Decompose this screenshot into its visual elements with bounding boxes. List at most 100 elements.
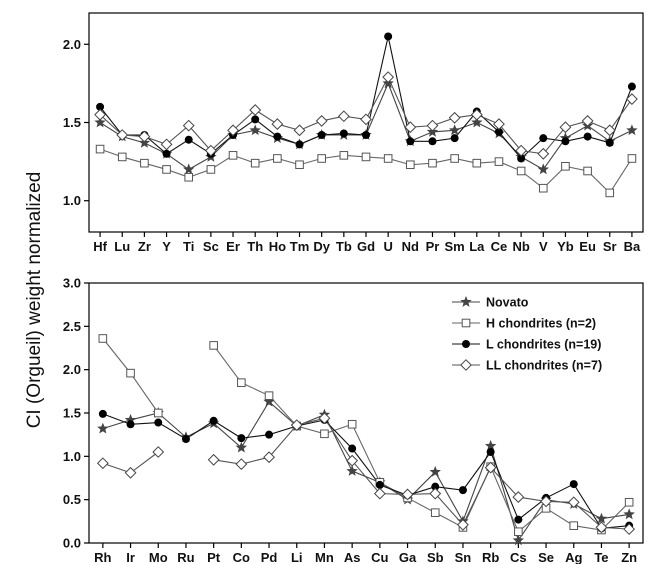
bottom-point-diamond [623, 523, 636, 536]
bottom-point-circle [569, 480, 578, 489]
bottom-y-tick-label: 1.5 [63, 406, 81, 421]
top-point-diamond [138, 130, 151, 143]
top-point-square [406, 160, 415, 170]
bottom-x-tick-label: Sn [455, 550, 472, 564]
top-point-square [317, 154, 326, 163]
top-point-square [583, 166, 592, 176]
legend-label: LL chondrites (n=7) [486, 359, 602, 373]
top-point-circle [494, 127, 503, 136]
top-point-diamond [581, 115, 594, 127]
legend: Novato H chondrites (n=2) L chondrites (n=… [452, 296, 602, 373]
top-point-diamond [160, 138, 173, 151]
top-point-circle [583, 132, 592, 141]
top-point-diamond [293, 124, 306, 137]
bottom-x-tick-label: Mn [315, 550, 334, 564]
top-x-tick-label: Y [162, 239, 171, 254]
top-point-star [448, 124, 461, 136]
top-point-square [605, 188, 615, 198]
top-x-tick-label: Er [226, 239, 240, 254]
top-point-diamond [603, 124, 616, 137]
bottom-x-tick-label: Ru [177, 550, 194, 564]
bottom-point-diamond [207, 453, 220, 466]
top-point-diamond [227, 124, 239, 137]
top-x-tick-label: Pr [426, 239, 440, 254]
top-point-diamond [559, 121, 572, 134]
top-point-diamond [515, 144, 528, 157]
legend-marker-circle [462, 340, 470, 348]
top-point-diamond [182, 119, 195, 132]
top-point-star [471, 116, 483, 128]
bottom-x-tick-label: Sb [427, 550, 444, 564]
top-x-tick-label: Sc [203, 239, 219, 254]
top-point-square [339, 151, 349, 160]
bottom-x-tick-label: Rh [94, 550, 111, 564]
top-point-square [295, 160, 304, 170]
top-point-circle [96, 102, 105, 111]
bottom-point-diamond [567, 496, 580, 509]
bottom-point-diamond [290, 419, 303, 432]
top-point-circle [251, 115, 260, 124]
bottom-point-circle [458, 486, 467, 495]
bottom-point-circle [375, 480, 384, 489]
top-x-tick-label: Zr [138, 239, 151, 254]
top-point-diamond [249, 104, 262, 116]
legend-marker-diamond [460, 359, 472, 371]
bottom-point-circle [486, 448, 495, 456]
top-point-circle [273, 132, 282, 141]
top-point-square [538, 183, 548, 193]
bottom-point-square [153, 408, 163, 418]
top-point-square [428, 158, 437, 168]
bottom-point-star [346, 465, 358, 476]
bottom-point-diamond [595, 521, 608, 534]
top-point-circle [384, 32, 393, 41]
bottom-point-diamond [96, 457, 109, 470]
top-x-tick-label: Tb [336, 239, 352, 254]
bottom-point-square [126, 368, 135, 378]
top-point-circle [406, 137, 415, 146]
top-point-circle [605, 138, 614, 147]
top-x-tick-label: Ba [624, 239, 641, 254]
panel-bottom: 0.0 0.5 1.0 1.5 2.0 2.5 3.0 Rh Ir Mo Ru Pt Co Pd Li Mn A… [63, 276, 644, 564]
legend-marker-star [460, 296, 472, 307]
top-point-diamond [94, 108, 106, 121]
top-point-square [140, 158, 149, 168]
top-point-circle [162, 149, 171, 158]
top-y-tick-label: 1.0 [63, 193, 81, 208]
bottom-point-square [430, 508, 440, 517]
legend-label: H chondrites (n=2) [486, 317, 596, 331]
top-point-square [206, 165, 216, 174]
bottom-point-star [124, 413, 137, 425]
y-axis-label: CI (Orgueil) weight normalized [24, 172, 45, 429]
bottom-point-star [595, 512, 608, 524]
top-y-tick-label: 2.0 [63, 37, 81, 52]
bottom-x-tick-label: Cs [510, 550, 527, 564]
bottom-point-diamond [484, 461, 497, 474]
top-point-diamond [493, 118, 505, 130]
bottom-point-square [98, 334, 108, 343]
legend-label: L chondrites (n=19) [486, 338, 601, 352]
bottom-point-diamond [318, 412, 331, 425]
bottom-x-tick-label: As [344, 550, 361, 564]
top-point-diamond [470, 108, 483, 121]
panel-top: 1.0 1.5 2.0 Hf Lu Zr Y Ti Sc Er Th Ho Tm Dy Tb Gd U Nd Pr S… [63, 12, 644, 254]
top-point-circle [317, 131, 326, 140]
bottom-point-diamond [540, 495, 552, 508]
top-x-tick-label: Hf [93, 239, 107, 254]
bottom-x-tick-label: Pd [261, 550, 278, 564]
bottom-x-tick-label: Li [291, 550, 303, 564]
top-point-star [626, 124, 638, 136]
bottom-y-tick-label: 0.0 [63, 536, 81, 551]
bottom-point-circle [265, 430, 274, 439]
top-x-tick-label: Nb [512, 239, 529, 254]
top-point-square [162, 165, 171, 174]
bottom-series-line [213, 345, 630, 533]
bottom-point-square [624, 497, 634, 507]
top-x-tick-label: Lu [114, 239, 130, 254]
top-point-circle [539, 134, 548, 143]
top-point-diamond [382, 71, 395, 84]
top-point-square [516, 166, 526, 176]
bottom-x-tick-label: Se [538, 550, 554, 564]
bottom-point-circle [237, 434, 246, 443]
top-x-tick-label: Yb [557, 239, 574, 254]
